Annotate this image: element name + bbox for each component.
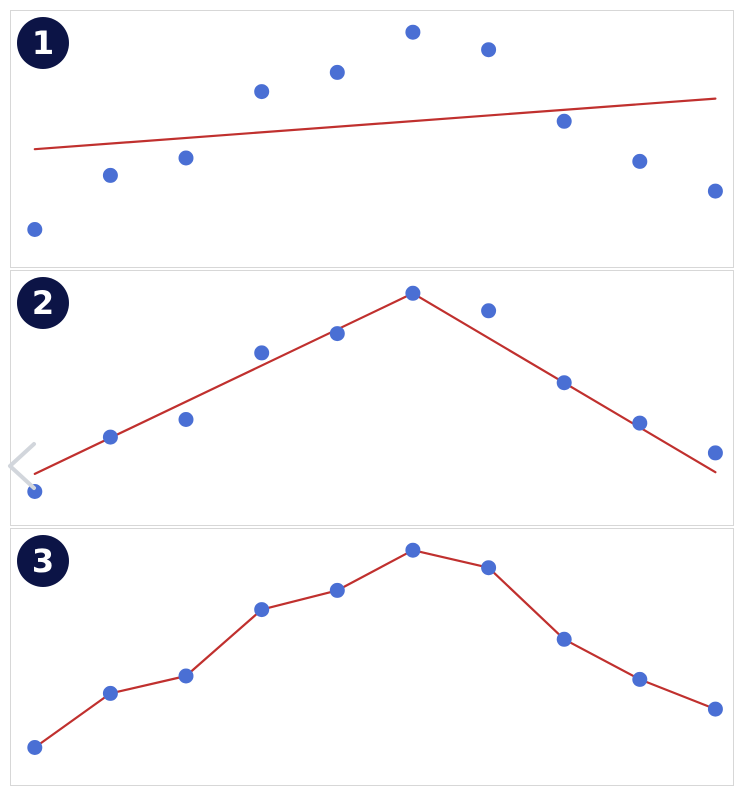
data-point-3-3 [178,668,194,684]
chart-panel-2: 2 [10,270,734,526]
chart-plot-1 [27,24,723,237]
chart-panel-1: 1 [10,10,734,268]
data-point-1-4 [254,84,270,100]
data-point-2-9 [632,415,648,431]
data-point-3-8 [556,631,572,647]
data-point-1-9 [632,153,648,169]
data-point-1-7 [481,42,497,58]
data-point-1-2 [102,167,118,183]
data-point-2-6 [405,285,421,301]
data-point-3-1 [27,740,43,755]
data-point-3-4 [254,602,270,618]
data-point-1-6 [405,24,421,40]
fit-line-1 [33,97,717,151]
data-point-2-4 [254,345,270,361]
panel-number-badge-1: 1 [17,17,69,69]
chart-plot-2 [27,285,723,499]
data-point-1-8 [556,113,572,129]
data-point-2-5 [329,326,345,342]
panel-number-badge-2: 2 [17,277,69,329]
panel-number-badge-3: 3 [17,535,69,587]
series-line-3 [33,549,717,749]
chevron-left-icon[interactable] [0,438,44,494]
data-point-3-10 [707,701,723,717]
data-point-3-5 [329,582,345,598]
data-point-3-6 [405,542,421,558]
chart-plot-3 [27,542,723,755]
data-point-3-7 [481,560,497,576]
data-point-1-1 [27,222,43,237]
data-point-1-10 [707,183,723,199]
data-point-1-3 [178,150,194,166]
data-point-2-3 [178,412,194,427]
data-point-2-7 [481,303,497,319]
data-point-2-8 [556,375,572,391]
fit-line-2 [33,292,717,475]
data-point-3-2 [102,685,118,701]
data-point-2-2 [102,429,118,445]
data-point-2-10 [707,445,723,461]
data-point-3-9 [632,671,648,687]
data-point-1-5 [329,64,345,80]
chart-panel-3: 3 [10,528,734,786]
